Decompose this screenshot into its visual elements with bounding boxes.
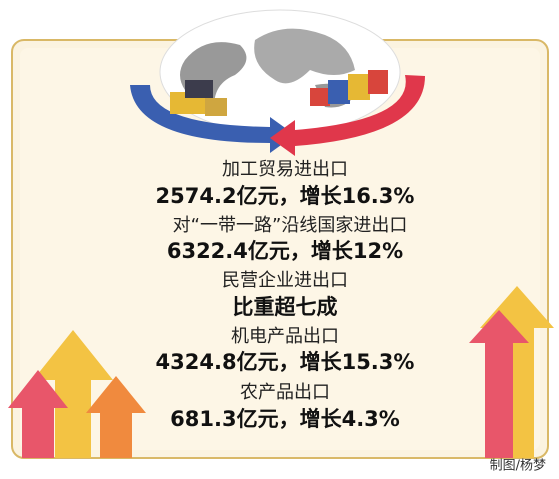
item-value: 4324.8亿元，增长15.3% xyxy=(156,350,415,374)
growth-arrows-left xyxy=(8,330,146,458)
item-label: 对“一带一路”沿线国家进出口 xyxy=(173,215,408,236)
items: 加工贸易进出口 2574.2亿元，增长16.3% 对“一带一路”沿线国家进出口 … xyxy=(156,159,415,431)
item-label: 民营企业进出口 xyxy=(222,270,348,291)
item-value: 6322.4亿元，增长12% xyxy=(167,239,403,263)
containers xyxy=(170,70,388,116)
panel-inner xyxy=(20,48,540,450)
item-value: 2574.2亿元，增长16.3% xyxy=(156,184,415,208)
globe xyxy=(159,9,401,135)
item-label: 农产品出口 xyxy=(240,382,330,403)
item-label: 机电产品出口 xyxy=(231,326,339,347)
growth-arrows-right xyxy=(469,286,554,458)
item-value: 比重超七成 xyxy=(233,295,338,319)
item-value: 681.3亿元，增长4.3% xyxy=(170,407,400,431)
credit: 制图/杨梦 xyxy=(490,459,546,474)
item-label: 加工贸易进出口 xyxy=(222,159,348,180)
trade-arrows xyxy=(130,75,425,156)
